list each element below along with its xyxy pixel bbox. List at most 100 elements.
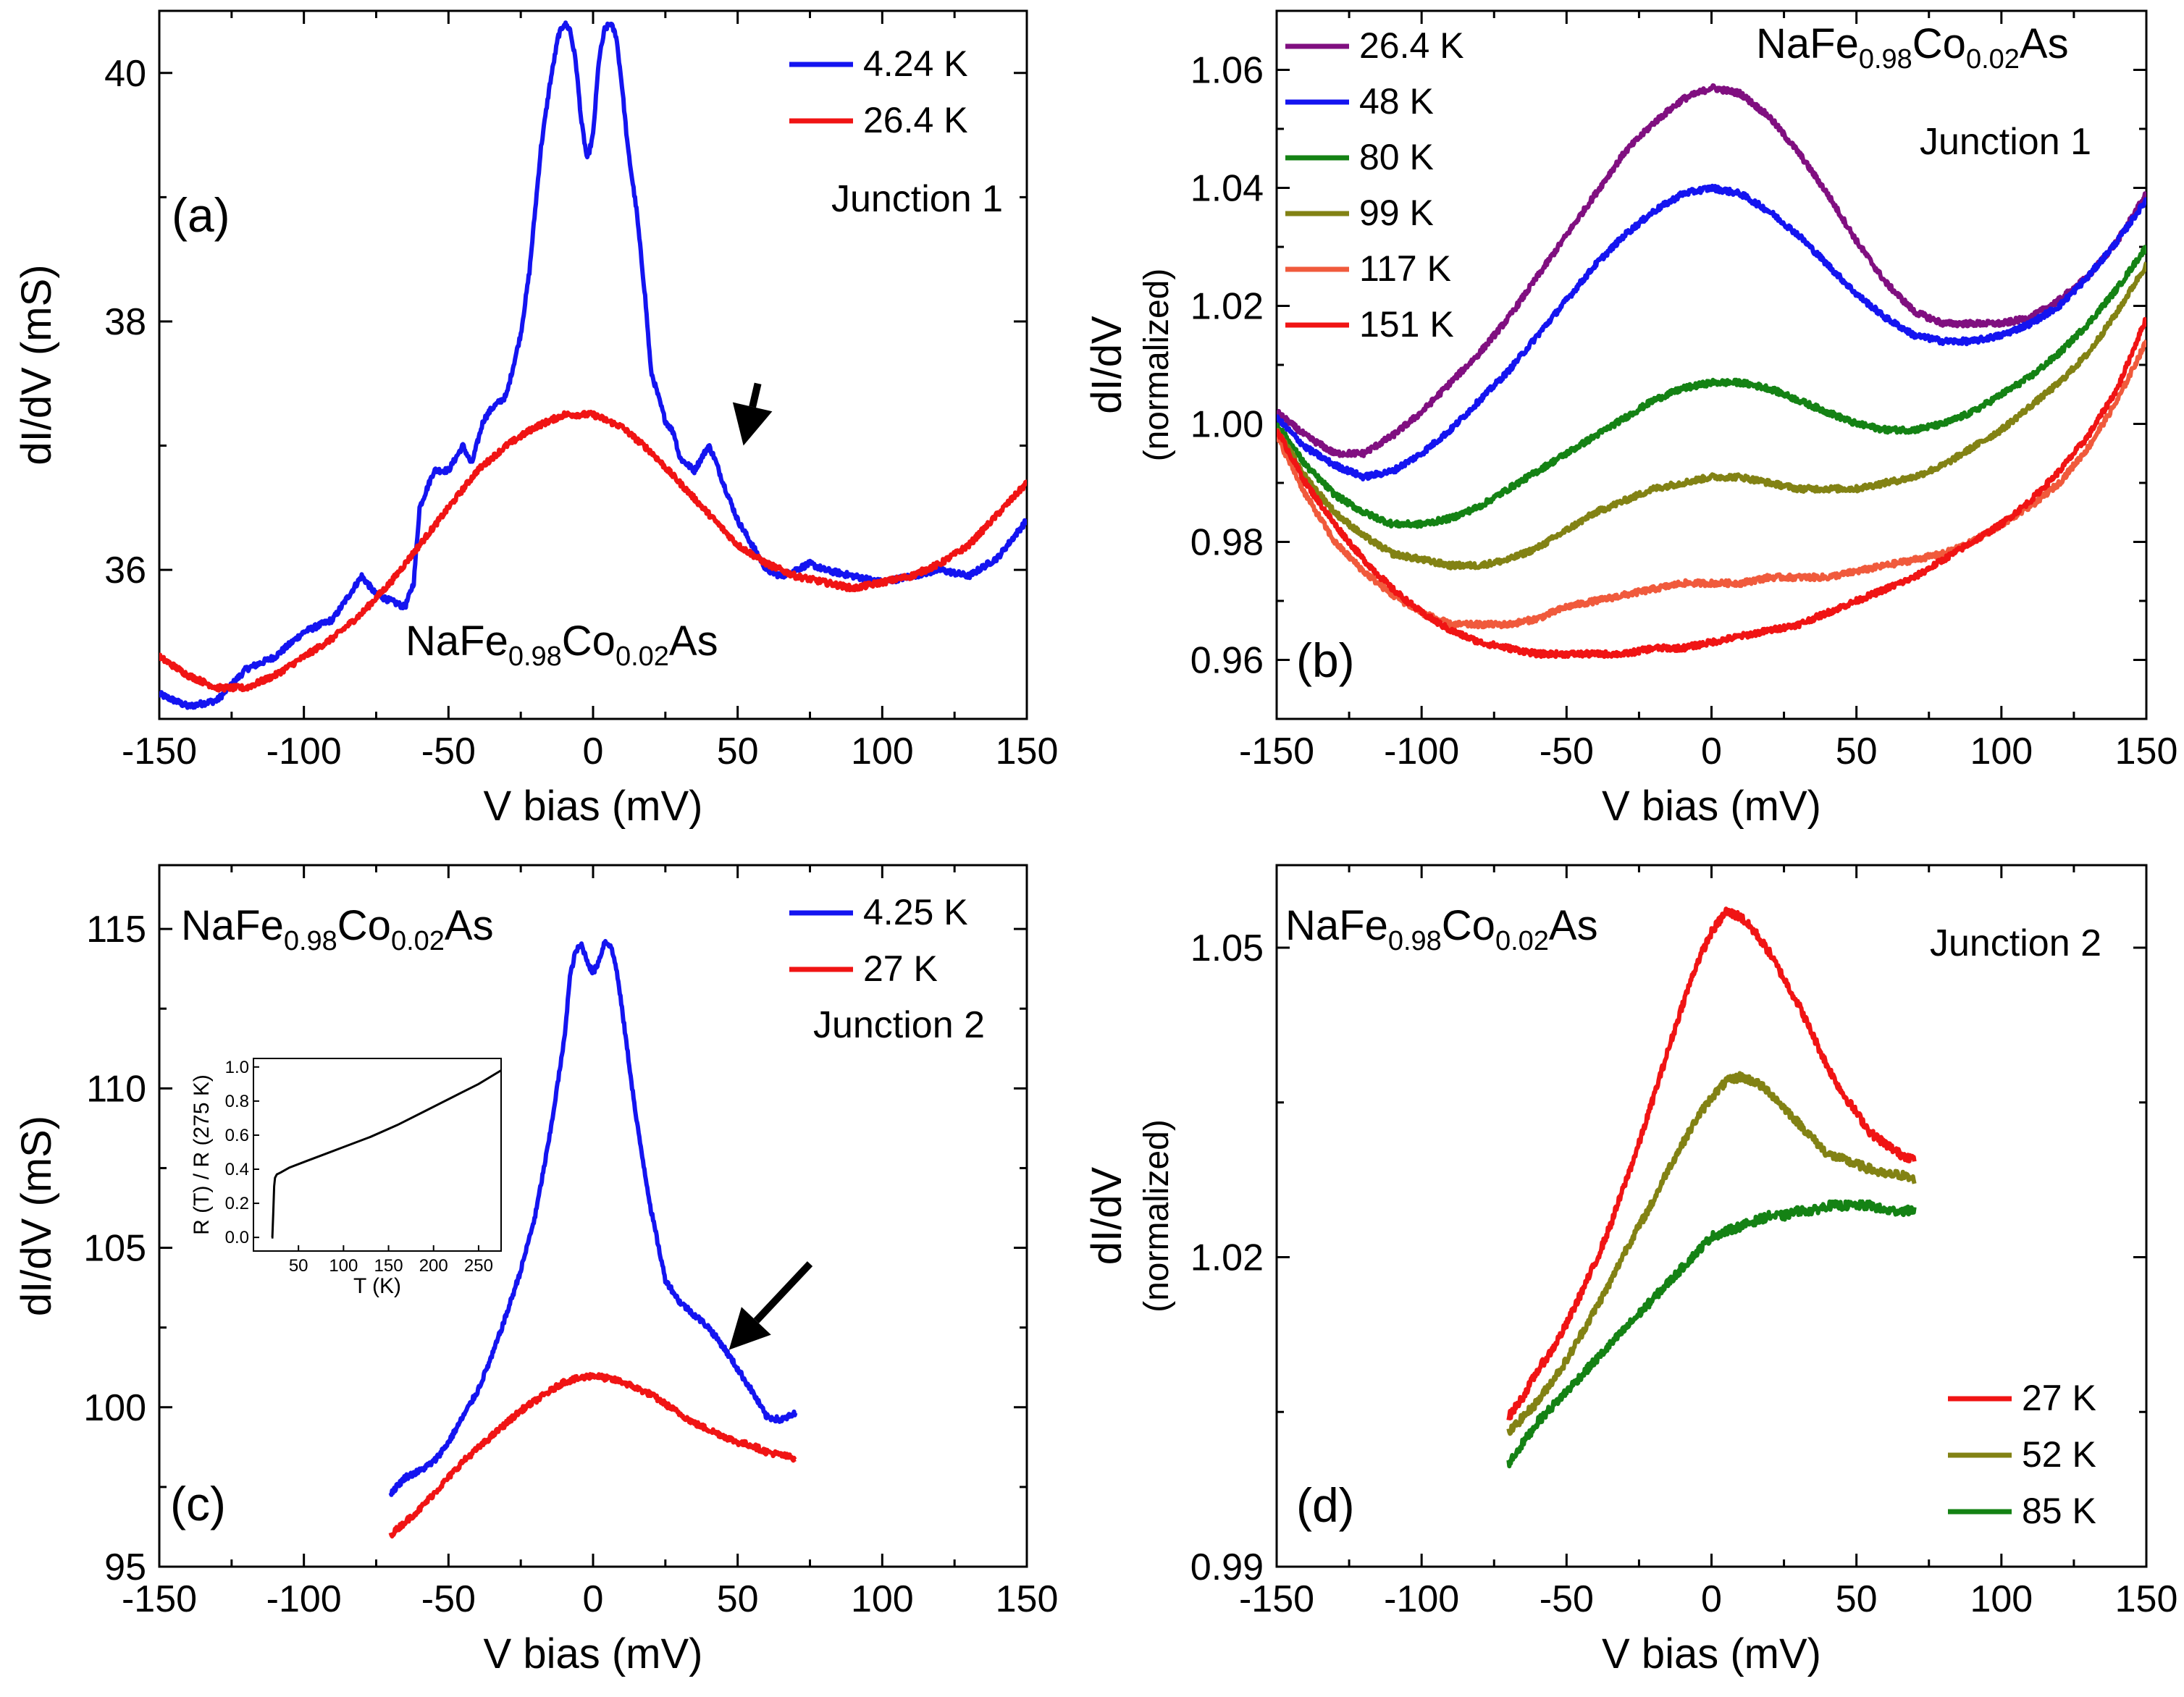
y-axis-label: dI/dV (mS) [13,264,60,465]
junction-annotation: Junction 1 [1920,121,2091,163]
series-group [388,938,798,1539]
legend: 27 K 52 K 85 K [1948,1378,2096,1531]
legend: 4.24 K 26.4 K [789,43,968,140]
inset-chart: 50 100 150 200 250 0.0 0.2 0.4 0.6 0.8 1.0 T (K) R (… [190,1058,502,1298]
inset-y-tick-label: 0.2 [225,1194,249,1213]
series-line-52KK [1506,1071,1917,1436]
y-tick-label: 0.98 [1190,522,1264,564]
y-tick-label: 1.02 [1190,286,1264,328]
legend-label: 80 K [1359,137,1434,177]
legend-label: 48 K [1359,81,1434,122]
compound-subscript: 0.02 [391,926,445,956]
x-tick-label: 0 [583,730,604,772]
arrow-annotation [753,1261,813,1323]
panel-label: (d) [1296,1478,1355,1532]
series-group [1506,906,1917,1469]
inset-x-tick-label: 100 [329,1256,358,1276]
inset-x-axis-label: T (K) [353,1274,401,1298]
x-tick-label: -150 [1239,730,1314,772]
inset-x-tick-label: 150 [374,1256,403,1276]
inset-y-tick-label: 1.0 [225,1058,249,1077]
legend-label: 27 K [863,948,938,989]
compound-text: NaFe [1285,902,1388,949]
y-tick-label: 1.02 [1190,1237,1264,1279]
compound-text: Co [337,902,391,949]
legend-label: 151 K [1359,304,1454,345]
y-tick-label: 38 [104,301,146,343]
series-line-80KK [1277,245,2146,529]
compound-text: As [445,902,494,949]
junction-annotation: Junction 1 [831,178,1003,220]
y-axis-label-2: (normalized) [1138,269,1176,462]
legend-label: 26.4 K [1359,25,1464,66]
series-line-27KK [388,1372,797,1539]
x-tick-label: 150 [996,1578,1059,1620]
panel-label: (b) [1296,633,1355,687]
inset-x-tick-label: 250 [464,1256,493,1276]
x-tick-label: -50 [1540,730,1594,772]
x-tick-label: 150 [2115,730,2178,772]
x-tick-label: 100 [1970,1578,2033,1620]
panel-label: (a) [172,188,230,242]
compound-subscript: 0.98 [1859,44,1912,75]
compound-formula: NaFe0.98Co0.02As [1285,902,1598,956]
arrow-annotation [749,382,762,408]
x-axis-label: V bias (mV) [484,783,703,830]
panel-label: (c) [170,1477,226,1530]
compound-subscript: 0.98 [1388,926,1442,956]
x-tick-label: 0 [1701,1578,1722,1620]
x-tick-label: -100 [266,730,342,772]
x-tick-label: -150 [122,1578,197,1620]
inset-frame [253,1058,502,1252]
x-tick-label: -150 [1239,1578,1314,1620]
y-tick-label: 36 [104,549,146,591]
legend-label: 26.4 K [863,100,968,140]
y-tick-label: 110 [86,1068,146,1110]
compound-formula: NaFe0.98Co0.02As [406,618,718,672]
series-group [1277,83,2146,660]
y-axis-label-2: (normalized) [1138,1119,1176,1313]
panel-d: -150 -100 -50 0 50 100 150 0.99 1.02 1.05 V bias (… [1083,864,2178,1677]
x-tick-label: -150 [122,730,197,772]
inset-y-axis-label: R (T) / R (275 K) [190,1074,214,1235]
y-tick-label: 95 [104,1546,146,1588]
x-tick-label: 100 [1970,730,2033,772]
inset-y-tick-label: 0.0 [225,1228,249,1247]
compound-subscript: 0.02 [1966,44,2020,75]
y-axis-label: dI/dV [1083,316,1130,414]
series-line-26_4KK [1277,83,2146,458]
legend: 26.4 K 48 K 80 K 99 K 117 K 151 K [1285,25,1464,345]
panel-a: -150 -100 -50 0 50 100 150 36 38 40 V bias (mV) dI/… [13,9,1058,830]
legend-label: 99 K [1359,193,1434,233]
arrow-head [732,402,773,446]
x-tick-label: -100 [266,1578,342,1620]
y-tick-label: 100 [83,1387,146,1429]
compound-subscript: 0.98 [284,926,337,956]
compound-formula: NaFe0.98Co0.02As [181,902,494,956]
compound-subscript: 0.02 [1495,926,1549,956]
x-axis-label: V bias (mV) [484,1630,703,1677]
x-tick-label: 150 [2115,1578,2178,1620]
legend-label: 117 K [1359,248,1451,289]
x-tick-label: 0 [1701,730,1722,772]
y-tick-label: 0.96 [1190,640,1264,682]
y-tick-label: 1.06 [1190,50,1264,92]
inset-x-tick-label: 200 [419,1256,448,1276]
compound-text: As [2020,20,2069,67]
y-axis-label: dI/dV (mS) [13,1116,60,1316]
x-tick-label: 100 [851,730,914,772]
x-tick-label: 50 [1836,1578,1878,1620]
x-axis-label: V bias (mV) [1602,1630,1821,1677]
legend-label: 4.24 K [863,43,968,84]
inset-y-tick-label: 0.8 [225,1092,249,1111]
x-tick-label: -50 [421,1578,476,1620]
legend-label: 4.25 K [863,892,968,932]
x-tick-label: 50 [717,1578,759,1620]
panel-b: -150 -100 -50 0 50 100 150 0.96 0.98 1.00 1.02 1.04… [1083,9,2178,830]
series-line-85KK [1506,1199,1917,1469]
compound-subscript: 0.98 [508,641,562,672]
compound-text: As [669,618,718,665]
y-tick-label: 1.00 [1190,404,1264,446]
compound-text: NaFe [406,618,508,665]
